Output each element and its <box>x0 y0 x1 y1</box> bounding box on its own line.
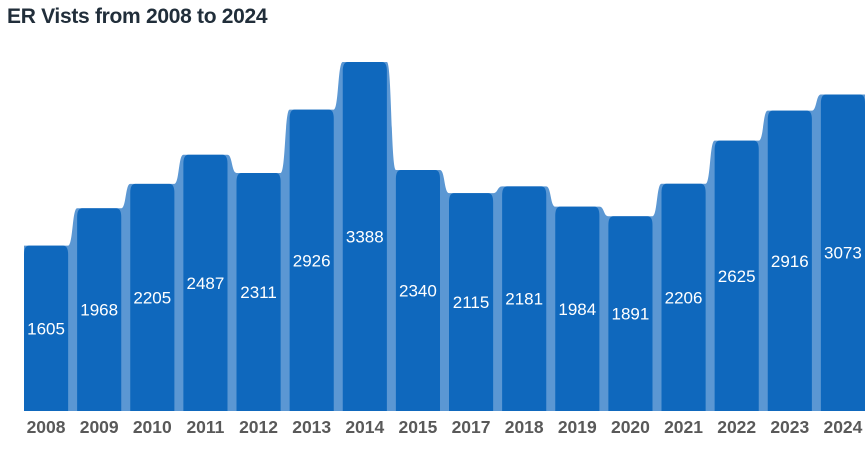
x-tick-2018: 2018 <box>505 417 544 437</box>
value-label-2019: 1984 <box>558 300 596 319</box>
x-tick-2014: 2014 <box>345 417 384 437</box>
bar-2010 <box>130 183 175 411</box>
value-label-2020: 1891 <box>612 305 650 324</box>
value-label-2023: 2916 <box>771 252 809 271</box>
x-tick-2013: 2013 <box>292 417 331 437</box>
value-label-2015: 2340 <box>399 281 437 300</box>
x-tick-2024: 2024 <box>823 417 862 437</box>
bar-2015 <box>395 169 440 411</box>
bar-2009 <box>77 208 122 411</box>
x-tick-2011: 2011 <box>186 417 224 437</box>
x-tick-2015: 2015 <box>398 417 437 437</box>
value-label-2022: 2625 <box>718 267 756 286</box>
value-label-2013: 2926 <box>293 251 331 270</box>
x-axis-labels-layer: 2008 2009 2010 2011 2012 2013 2014 2015 2017 2018… <box>27 417 863 437</box>
bars-layer <box>24 62 865 412</box>
bar-2021 <box>661 183 706 411</box>
bar-2011 <box>183 154 228 411</box>
value-label-2018: 2181 <box>505 290 543 309</box>
value-label-2011: 2487 <box>187 274 225 293</box>
value-label-2017: 2115 <box>453 293 490 312</box>
x-tick-2020: 2020 <box>611 417 650 437</box>
bar-2014 <box>342 62 387 411</box>
value-label-2021: 2206 <box>665 288 703 307</box>
bar-2012 <box>236 172 281 411</box>
x-tick-2019: 2019 <box>558 417 597 437</box>
bar-2019 <box>555 206 600 411</box>
bar-2018 <box>502 186 547 411</box>
bar-2020 <box>608 216 653 411</box>
bar-2023 <box>767 110 812 412</box>
value-label-2024: 3073 <box>824 244 862 263</box>
chart-title: ER Vists from 2008 to 2024 <box>7 5 268 28</box>
x-tick-2021: 2021 <box>664 417 703 437</box>
x-tick-2022: 2022 <box>717 417 756 437</box>
value-label-2010: 2205 <box>133 288 171 307</box>
value-label-2009: 1968 <box>80 301 118 320</box>
value-label-2014: 3388 <box>346 228 384 247</box>
x-tick-2009: 2009 <box>80 417 119 437</box>
bar-2008 <box>24 245 69 411</box>
value-label-2008: 1605 <box>27 319 65 338</box>
x-tick-2008: 2008 <box>27 417 66 437</box>
bar-2022 <box>714 140 759 411</box>
x-tick-2012: 2012 <box>239 417 278 437</box>
bar-2017 <box>449 193 494 411</box>
value-labels-layer: 1605 1968 2205 2487 2311 2926 3388 2340 2115 2181… <box>27 228 862 339</box>
value-label-2012: 2311 <box>240 283 277 302</box>
connector-area-layer <box>24 62 865 411</box>
x-tick-2010: 2010 <box>133 417 172 437</box>
x-tick-2017: 2017 <box>452 417 491 437</box>
x-tick-2023: 2023 <box>770 417 809 437</box>
bar-2013 <box>289 109 334 411</box>
connector-area <box>24 62 865 411</box>
bar-2024 <box>820 94 865 411</box>
